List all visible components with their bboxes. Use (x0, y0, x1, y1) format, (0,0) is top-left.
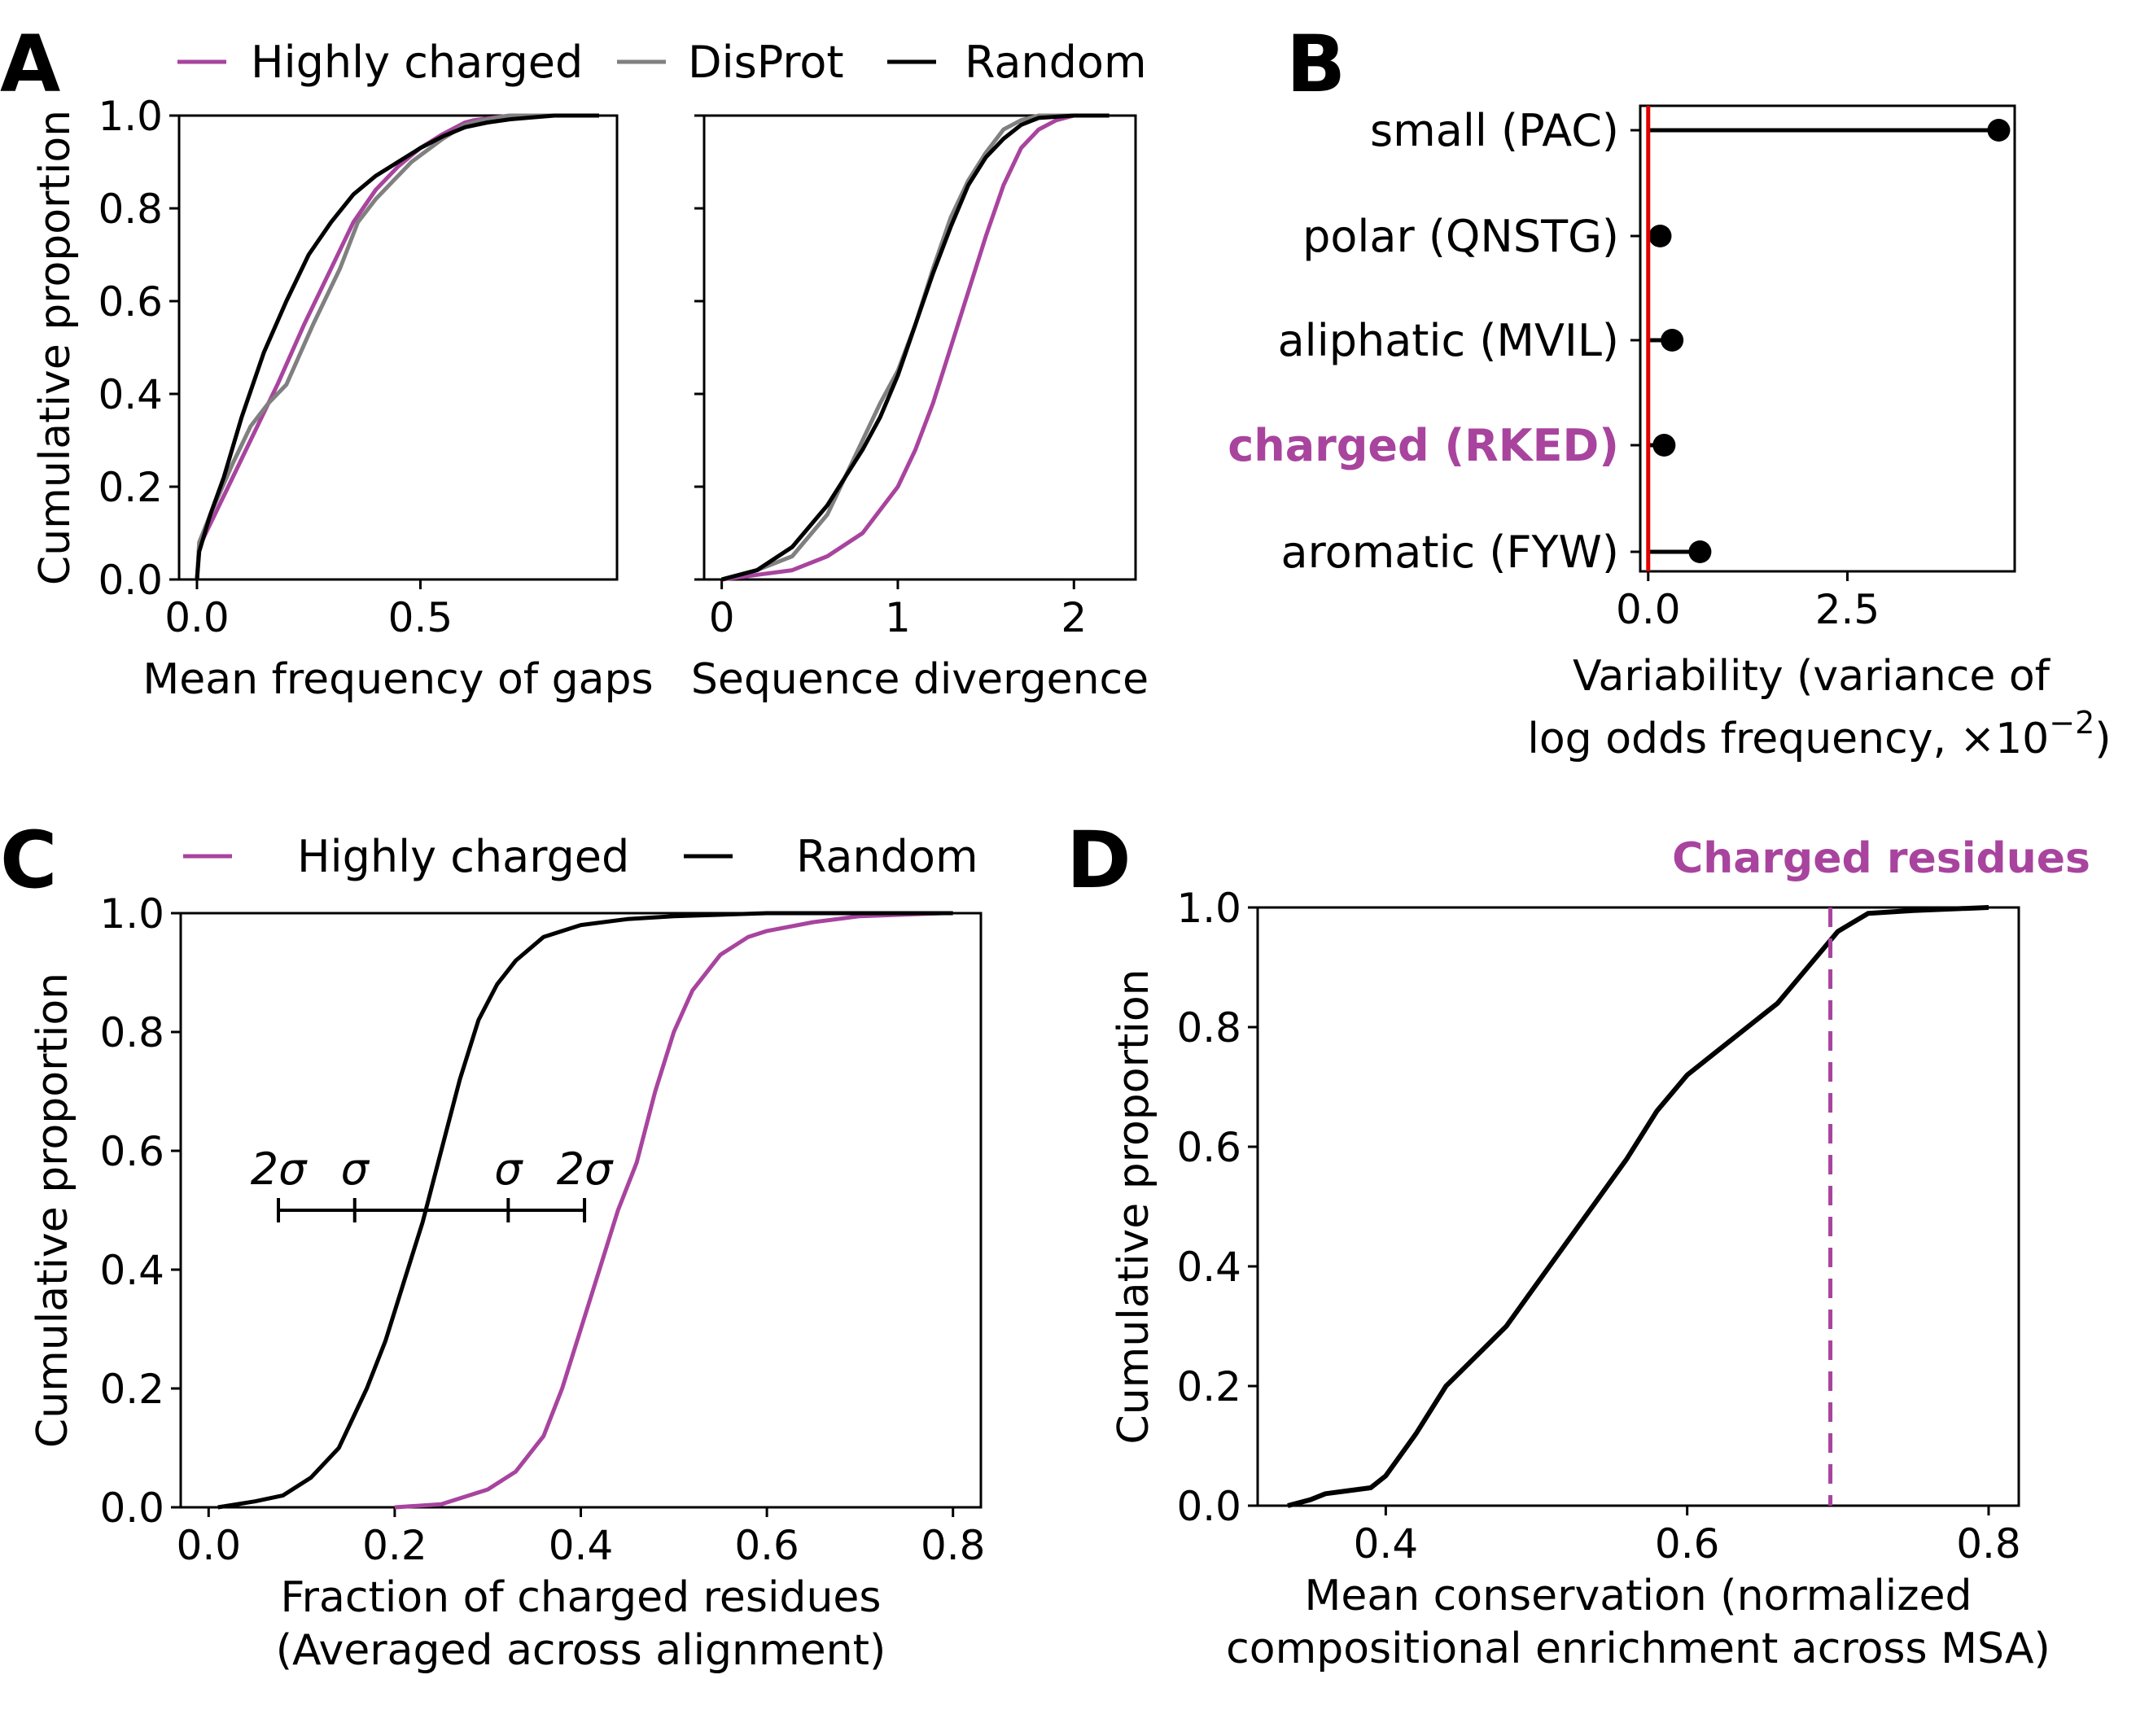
lollipop-point (1688, 540, 1712, 563)
legend-label: Highly charged (251, 37, 583, 88)
axes-frame (177, 114, 619, 581)
x-tick-label: 1 (885, 594, 911, 641)
category-label: charged (RKED) (1228, 420, 1619, 471)
y-tick-label: 1.0 (98, 93, 163, 140)
x-axis-label-line1: Mean conservation (normalized (1304, 1572, 1972, 1620)
y-tick-label: 0.0 (99, 1485, 164, 1532)
x-tick-label: 0.0 (177, 1522, 242, 1569)
series-line (195, 113, 599, 580)
category-label: aliphatic (MVIL) (1278, 315, 1619, 366)
subplot-c: 0.0 0.2 0.4 0.6 0.8 0.0 0.2 0.4 0.6 0.8 1.0 2σ σ σ 2σ F… (28, 890, 985, 1675)
series-line (195, 113, 599, 580)
x-tick-label: 0.8 (1956, 1520, 2021, 1568)
category-label: polar (QNSTG) (1302, 211, 1619, 262)
x-tick-label: 0.6 (734, 1522, 799, 1569)
sigma-label: 2σ (557, 1143, 614, 1195)
legend-c: Highly charged Random (183, 831, 978, 882)
x-axis-label-line1: Fraction of charged residues (281, 1573, 882, 1622)
y-tick-label: 0.0 (98, 557, 163, 604)
subplot-a2: 0 1 2 Sequence divergence (691, 113, 1149, 704)
series-line (1287, 905, 1989, 1508)
y-tick-label: 1.0 (99, 890, 164, 938)
sigma-label: 2σ (251, 1143, 308, 1195)
legend-label: DisProt (688, 37, 844, 88)
series-line (720, 113, 1110, 582)
x-tick-label: 0.0 (1616, 586, 1681, 633)
x-tick-label: 0.6 (1655, 1520, 1720, 1568)
panel-label-a: A (0, 19, 60, 110)
y-tick-label: 0.2 (99, 1366, 164, 1413)
y-tick-label: 0.6 (99, 1128, 164, 1175)
x-axis-label: Mean frequency of gaps (142, 655, 653, 704)
y-tick-label: 0.0 (1176, 1483, 1241, 1530)
lollipop-point (1648, 225, 1672, 247)
y-axis-label: Cumulative proportion (1110, 969, 1158, 1444)
y-tick-label: 0.6 (98, 278, 163, 326)
panel-label-c: C (0, 815, 57, 906)
y-tick-label: 0.8 (98, 186, 163, 233)
lollipop-point (1661, 329, 1684, 352)
lollipop-point (1987, 119, 2011, 142)
y-tick-label: 0.2 (98, 464, 163, 511)
x-axis-label-line1: Variability (variance of (1573, 652, 2051, 701)
x-axis-label-exponent: −2 (2049, 705, 2094, 741)
y-tick-label: 0.4 (1176, 1244, 1241, 1291)
category-label: aromatic (FYW) (1281, 527, 1619, 578)
x-tick-label: 0.2 (362, 1522, 427, 1569)
x-tick-label: 0.4 (549, 1522, 614, 1569)
y-tick-label: 0.8 (1176, 1004, 1241, 1052)
axes-frame (1256, 906, 2020, 1507)
x-tick-label: 2 (1061, 594, 1087, 641)
legend-a: Highly charged DisProt Random (177, 37, 1147, 88)
x-tick-label: 0.5 (388, 594, 453, 641)
legend-label: Random (965, 37, 1147, 88)
x-tick-label: 0.0 (164, 594, 230, 641)
x-axis-label: Sequence divergence (691, 655, 1149, 704)
legend-label: Highly charged (297, 831, 629, 882)
y-tick-label: 0.4 (98, 371, 163, 418)
x-tick-label: 0.4 (1354, 1520, 1419, 1568)
y-axis-label: Cumulative proportion (28, 973, 77, 1448)
series-line (721, 113, 1110, 582)
axes-frame (702, 114, 1137, 581)
x-tick-label: 0.8 (921, 1522, 986, 1569)
category-label: small (PAC) (1370, 105, 1619, 156)
series-line (720, 113, 1110, 582)
y-tick-label: 0.4 (99, 1247, 164, 1294)
axes-frame (1639, 104, 2016, 573)
sigma-label: σ (494, 1143, 523, 1195)
sigma-label: σ (341, 1143, 370, 1195)
series-line (394, 911, 944, 1510)
series-line (195, 113, 599, 580)
y-tick-label: 0.6 (1176, 1124, 1241, 1171)
x-tick-label: 0 (709, 594, 735, 641)
subplot-d: 0.4 0.6 0.8 0.0 0.2 0.4 0.6 0.8 1.0 Charged resid… (1110, 834, 2090, 1673)
panel-label-d: D (1066, 815, 1131, 906)
y-tick-label: 1.0 (1176, 885, 1241, 932)
x-axis-label-line2: log odds frequency, ×10−2) (1527, 705, 2111, 763)
y-axis-label: Cumulative proportion (31, 110, 80, 585)
y-tick-label: 0.8 (99, 1009, 164, 1056)
lollipop-point (1652, 434, 1676, 457)
subplot-b: 0.0 2.5 small (PAC) polar (QNSTG) aliphatic … (1228, 104, 2112, 763)
x-axis-label-line2: compositional enrichment across MSA) (1226, 1624, 2051, 1673)
y-tick-label: 0.2 (1176, 1363, 1241, 1410)
reference-line-label: Charged residues (1672, 834, 2090, 883)
x-axis-label-line2: (Averaged across alignment) (276, 1626, 886, 1675)
legend-label: Random (796, 831, 978, 882)
panel-label-b: B (1286, 19, 1346, 110)
series-line (217, 911, 953, 1510)
x-tick-label: 2.5 (1815, 586, 1880, 633)
x-axis-label-close: ) (2094, 715, 2111, 763)
subplot-a1: 0.0 0.5 0.0 0.2 0.4 0.6 0.8 1.0 Mean frequency o… (31, 93, 654, 704)
